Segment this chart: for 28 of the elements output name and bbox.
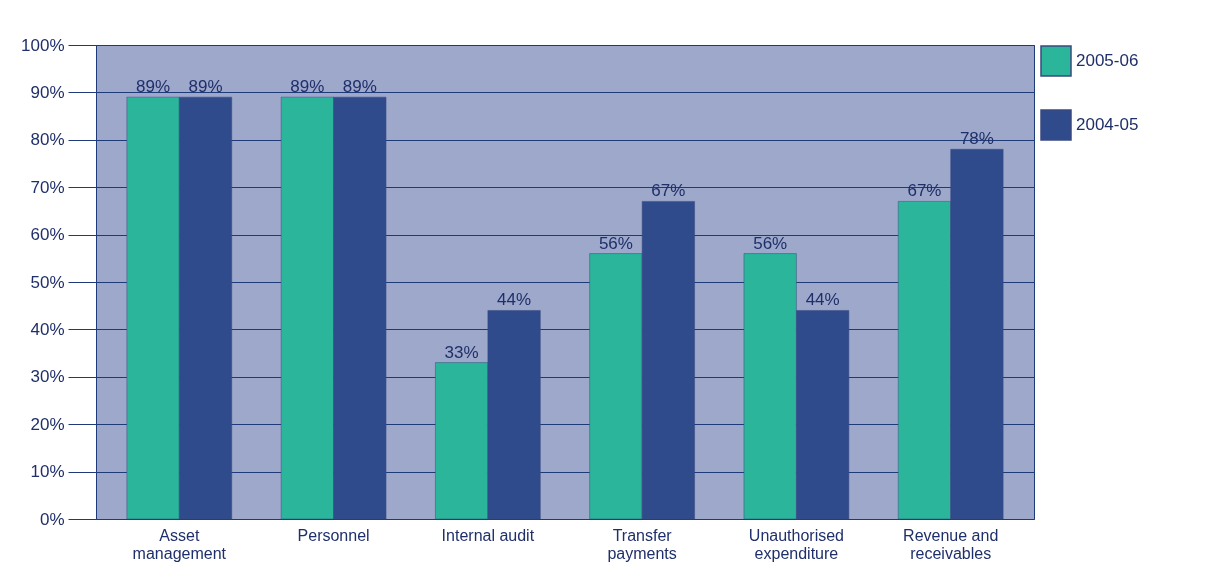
y-tick-label: 30% [30,367,65,387]
x-tick-label: Internal audit [441,526,535,544]
x-tick-label: Revenue and receivables [903,526,999,562]
x-tick-label: Unauthorised expenditure [748,526,844,562]
x-tick-label: Personnel [297,526,370,544]
y-tick-label: 100% [21,35,65,55]
x-tick-label: Transfer payments [607,526,677,562]
y-tick-label: 70% [30,177,65,197]
data-label: 33% [444,342,479,362]
y-tick-label: 20% [30,414,65,434]
y-tick-label: 80% [30,130,65,150]
y-tick-label: 60% [30,225,65,245]
y-tick-label: 10% [30,462,65,482]
data-label: 89% [342,77,377,97]
data-label: 89% [188,77,223,97]
data-label: 89% [290,77,325,97]
y-tick-label: 90% [30,82,65,102]
data-label: 89% [136,77,171,97]
data-label: 56% [598,233,633,253]
legend-label: 2004-05 [1076,115,1139,134]
x-tick-label: Asset management [132,526,227,562]
y-tick-label: 0% [39,509,65,529]
data-label: 44% [805,290,840,310]
y-tick-label: 40% [30,319,65,339]
legend-label: 2005-06 [1076,51,1139,70]
data-label: 56% [753,233,788,253]
y-tick-label: 50% [30,272,65,292]
data-label: 44% [497,290,532,310]
